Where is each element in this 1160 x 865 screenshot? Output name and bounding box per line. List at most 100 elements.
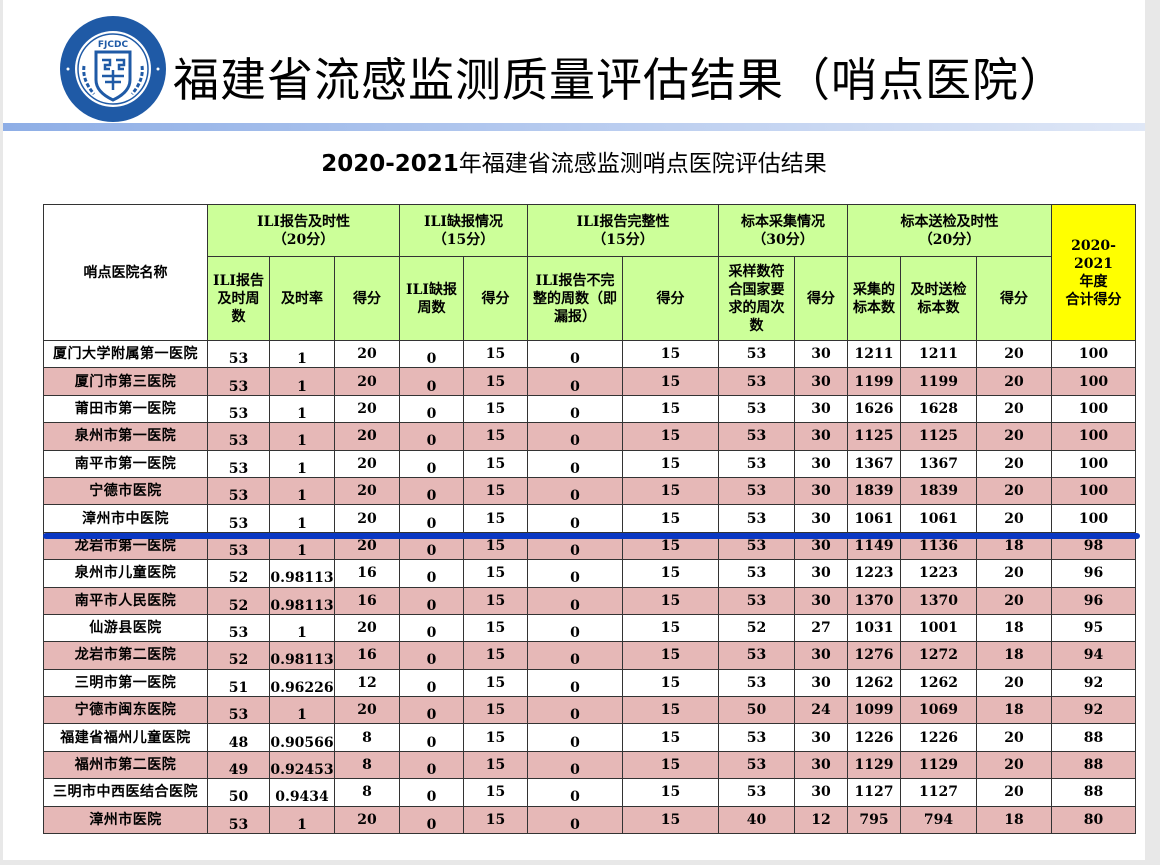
value-cell: 16 <box>334 559 400 588</box>
total-score-cell: 88 <box>1051 750 1136 780</box>
value-cell: 1125 <box>900 422 977 451</box>
value-cell: 53 <box>207 339 270 369</box>
value-cell: 30 <box>794 586 848 615</box>
value-cell: 30 <box>794 750 848 780</box>
value-cell: 30 <box>794 476 848 506</box>
value-cell: 30 <box>794 449 848 478</box>
value-cell: 1 <box>269 422 335 451</box>
value-cell: 15 <box>622 668 719 698</box>
table-row: 仙游县医院 53 1 20 0 15 0 15 52 27 1031 1001 18 95 <box>43 613 1136 643</box>
total-score-cell: 100 <box>1051 394 1136 424</box>
value-cell: 15 <box>622 613 719 643</box>
value-cell: 20 <box>334 367 400 396</box>
total-score-cell: 92 <box>1051 668 1136 698</box>
value-cell: 20 <box>976 668 1052 698</box>
value-cell: 15 <box>622 750 719 780</box>
value-cell: 15 <box>463 394 528 424</box>
value-cell: 8 <box>334 723 400 752</box>
group-header-missing: ILI缺报情况 （15分） <box>399 204 528 257</box>
value-cell: 53 <box>207 449 270 478</box>
value-cell: 15 <box>622 696 719 725</box>
hospital-name-cell: 宁德市医院 <box>43 476 208 506</box>
value-cell: 30 <box>794 641 848 670</box>
table-row: 漳州市中医院 53 1 20 0 15 0 15 53 30 1061 1061 20 100 <box>43 504 1136 533</box>
value-cell: 15 <box>463 476 528 506</box>
value-cell: 0 <box>399 367 464 396</box>
value-cell: 1127 <box>900 778 977 807</box>
value-cell: 15 <box>463 641 528 670</box>
sub-header-3: ILI缺报周数 <box>399 256 464 341</box>
value-cell: 20 <box>976 394 1052 424</box>
value-cell: 27 <box>794 613 848 643</box>
value-cell: 0 <box>527 750 623 780</box>
value-cell: 53 <box>207 476 270 506</box>
table-subtitle: 2020-2021年福建省流感监测哨点医院评估结果 <box>3 146 1145 182</box>
value-cell: 53 <box>207 394 270 424</box>
value-cell: 30 <box>794 422 848 451</box>
group-header-shipping: 标本送检及时性 （20分） <box>847 204 1052 257</box>
value-cell: 0 <box>527 613 623 643</box>
value-cell: 1262 <box>847 668 901 698</box>
table-row: 龙岩市第二医院 52 0.98113 16 0 15 0 15 53 30 1276 1272 18 94 <box>43 641 1136 670</box>
value-cell: 15 <box>463 613 528 643</box>
value-cell: 20 <box>334 613 400 643</box>
value-cell: 16 <box>334 641 400 670</box>
value-cell: 49 <box>207 750 270 780</box>
value-cell: 48 <box>207 723 270 752</box>
table-row: 泉州市儿童医院 52 0.98113 16 0 15 0 15 53 30 1223 1223 20 96 <box>43 559 1136 588</box>
group-header-timeliness: ILI报告及时性 （20分） <box>207 204 400 257</box>
value-cell: 20 <box>976 422 1052 451</box>
value-cell: 15 <box>463 422 528 451</box>
value-cell: 15 <box>463 805 528 835</box>
value-cell: 30 <box>794 668 848 698</box>
value-cell: 50 <box>718 696 795 725</box>
table-row: 福州市第二医院 49 0.92453 8 0 15 0 15 53 30 1129 1129 20 88 <box>43 750 1136 780</box>
sub-header-7: 采样数符合国家要求的周次数 <box>718 256 795 341</box>
value-cell: 53 <box>207 696 270 725</box>
value-cell: 0 <box>527 394 623 424</box>
value-cell: 1061 <box>900 504 977 533</box>
value-cell: 0 <box>527 449 623 478</box>
total-score-cell: 92 <box>1051 696 1136 725</box>
value-cell: 15 <box>622 339 719 369</box>
title-divider-bar <box>3 123 1145 131</box>
hospital-name-cell: 泉州市第一医院 <box>43 422 208 451</box>
table-row: 宁德市闽东医院 53 1 20 0 15 0 15 50 24 1099 1069 18 92 <box>43 696 1136 725</box>
value-cell: 53 <box>718 394 795 424</box>
value-cell: 1226 <box>900 723 977 752</box>
value-cell: 1211 <box>847 339 901 369</box>
total-score-cell: 100 <box>1051 476 1136 506</box>
value-cell: 50 <box>207 778 270 807</box>
value-cell: 53 <box>718 668 795 698</box>
value-cell: 20 <box>334 805 400 835</box>
value-cell: 8 <box>334 778 400 807</box>
value-cell: 0 <box>399 504 464 533</box>
value-cell: 1099 <box>847 696 901 725</box>
total-score-cell: 100 <box>1051 504 1136 533</box>
table-row: 厦门市第三医院 53 1 20 0 15 0 15 53 30 1199 1199 20 100 <box>43 367 1136 396</box>
value-cell: 15 <box>463 668 528 698</box>
sub-header-2: 得分 <box>334 256 400 341</box>
value-cell: 0 <box>399 723 464 752</box>
value-cell: 15 <box>622 723 719 752</box>
value-cell: 1 <box>269 805 335 835</box>
value-cell: 52 <box>207 586 270 615</box>
value-cell: 15 <box>463 723 528 752</box>
value-cell: 30 <box>794 559 848 588</box>
value-cell: 53 <box>207 504 270 533</box>
value-cell: 1 <box>269 476 335 506</box>
value-cell: 15 <box>463 778 528 807</box>
hospital-name-cell: 厦门市第三医院 <box>43 367 208 396</box>
value-cell: 0 <box>399 586 464 615</box>
value-cell: 20 <box>976 367 1052 396</box>
value-cell: 1 <box>269 696 335 725</box>
hospital-name-cell: 龙岩市第二医院 <box>43 641 208 670</box>
hospital-name-cell: 漳州市医院 <box>43 805 208 835</box>
value-cell: 24 <box>794 696 848 725</box>
value-cell: 53 <box>718 339 795 369</box>
hospital-name-cell: 宁德市闽东医院 <box>43 696 208 725</box>
value-cell: 15 <box>463 696 528 725</box>
value-cell: 0 <box>527 696 623 725</box>
hospital-name-cell: 莆田市第一医院 <box>43 394 208 424</box>
total-score-cell: 100 <box>1051 449 1136 478</box>
